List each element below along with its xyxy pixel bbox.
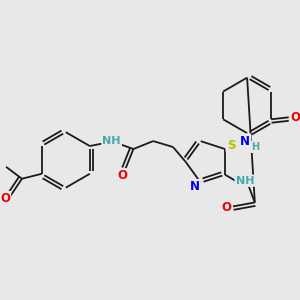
- Text: N: N: [240, 135, 250, 148]
- Text: N: N: [190, 180, 200, 193]
- Text: NH: NH: [102, 136, 121, 146]
- Text: NH: NH: [236, 176, 254, 186]
- Text: O: O: [118, 169, 128, 182]
- Text: S: S: [227, 139, 235, 152]
- Text: H: H: [251, 142, 259, 152]
- Text: O: O: [290, 111, 300, 124]
- Text: O: O: [221, 201, 231, 214]
- Text: O: O: [0, 192, 10, 205]
